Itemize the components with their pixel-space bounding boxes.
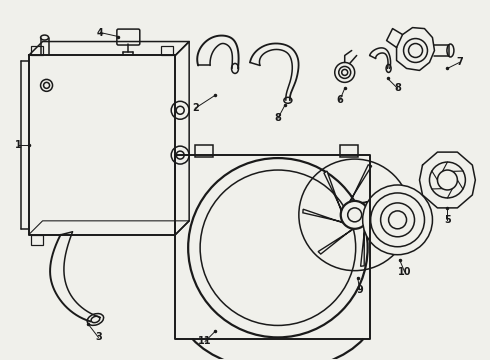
- Text: 9: 9: [356, 284, 363, 294]
- Circle shape: [363, 185, 433, 255]
- Circle shape: [335, 62, 355, 82]
- Circle shape: [176, 151, 184, 159]
- Bar: [30, 45, 43, 55]
- Ellipse shape: [447, 44, 454, 57]
- Circle shape: [44, 82, 49, 88]
- Text: 2: 2: [192, 103, 198, 113]
- Circle shape: [438, 170, 457, 190]
- Ellipse shape: [41, 35, 49, 40]
- Circle shape: [370, 193, 424, 247]
- Ellipse shape: [91, 316, 100, 323]
- FancyBboxPatch shape: [117, 29, 140, 45]
- Text: 7: 7: [456, 58, 463, 67]
- Ellipse shape: [284, 97, 292, 103]
- Circle shape: [41, 80, 52, 91]
- Bar: [30, 235, 43, 245]
- Text: 5: 5: [444, 215, 451, 225]
- Circle shape: [171, 146, 189, 164]
- Text: 1: 1: [15, 140, 22, 150]
- Circle shape: [341, 201, 368, 229]
- Circle shape: [389, 211, 407, 229]
- Circle shape: [409, 44, 422, 58]
- Circle shape: [348, 208, 362, 222]
- Bar: [340, 145, 358, 157]
- Text: 8: 8: [274, 113, 281, 123]
- Circle shape: [339, 67, 351, 78]
- Polygon shape: [361, 224, 365, 266]
- Text: 4: 4: [97, 28, 104, 37]
- Circle shape: [188, 158, 368, 337]
- Text: 11: 11: [198, 336, 212, 346]
- Bar: [195, 145, 213, 157]
- Polygon shape: [318, 229, 354, 254]
- Circle shape: [342, 69, 348, 75]
- Text: 8: 8: [394, 84, 401, 93]
- Text: 3: 3: [95, 332, 102, 342]
- Ellipse shape: [87, 314, 103, 325]
- Polygon shape: [303, 209, 343, 223]
- Circle shape: [200, 170, 356, 325]
- Bar: [161, 45, 173, 55]
- Polygon shape: [349, 165, 372, 202]
- Text: 10: 10: [398, 267, 411, 276]
- Polygon shape: [324, 171, 342, 211]
- Ellipse shape: [232, 63, 239, 73]
- Circle shape: [404, 39, 427, 62]
- Polygon shape: [361, 194, 404, 203]
- Polygon shape: [368, 212, 400, 242]
- Circle shape: [381, 203, 415, 237]
- Text: 6: 6: [336, 95, 343, 105]
- Circle shape: [171, 101, 189, 119]
- Circle shape: [429, 162, 466, 198]
- Circle shape: [176, 106, 184, 114]
- Ellipse shape: [386, 64, 391, 72]
